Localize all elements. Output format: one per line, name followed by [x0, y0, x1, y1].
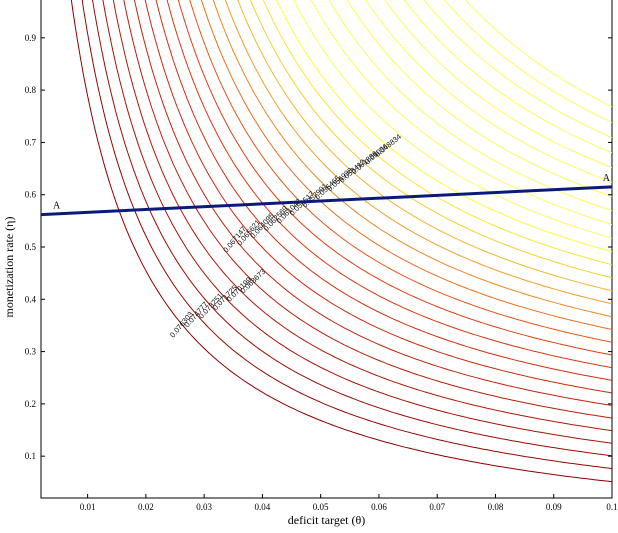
- contour-line-minor: [310, 0, 613, 225]
- contour-line: [92, 0, 613, 457]
- contour-line-minor: [328, 0, 613, 211]
- y-tick-label: 0.7: [25, 137, 37, 147]
- contour-line-minor: [464, 0, 613, 108]
- x-tick-label: 0.1: [606, 502, 617, 512]
- contour-line: [200, 0, 613, 330]
- contour-line: [275, 0, 613, 253]
- contour-line: [224, 0, 613, 305]
- contour-line: [155, 0, 613, 381]
- contour-line: [249, 0, 613, 279]
- contour-line: [262, 0, 613, 266]
- y-tick-label: 0.4: [25, 294, 37, 304]
- x-axis: 0.01 0.02 0.03 0.04 0.05 0.06 0.07 0.08 0.09 0.1: [80, 494, 618, 512]
- contour-line-minor: [384, 0, 613, 168]
- y-tick-label: 0.8: [25, 85, 37, 95]
- contour-line: [70, 0, 613, 483]
- y-tick-label: 0.9: [25, 33, 37, 43]
- y-axis: 0.1 0.2 0.3 0.4 0.5 0.6 0.7 0.8 0.9: [25, 33, 612, 461]
- contour-line: [177, 0, 613, 356]
- contour-line-minor: [423, 0, 613, 139]
- line-AA: AA: [40, 173, 613, 217]
- contour-line-minor: [346, 0, 613, 197]
- y-tick-label: 0.2: [25, 399, 36, 409]
- contour-line: [212, 0, 613, 318]
- contour-lines: [70, 0, 613, 483]
- y-tick-label: 0.5: [25, 242, 37, 252]
- contour-line-minor: [365, 0, 613, 183]
- x-axis-title: deficit target (θ): [288, 513, 366, 527]
- contour-line: [123, 0, 613, 419]
- y-tick-label: 0.6: [25, 190, 37, 200]
- x-tick-label: 0.04: [255, 502, 271, 512]
- contour-line: [237, 0, 613, 292]
- x-tick-label: 0.01: [80, 502, 96, 512]
- x-tick-label: 0.02: [138, 502, 154, 512]
- contour-line-minor: [293, 0, 613, 239]
- aa-line: [40, 185, 613, 217]
- x-tick-label: 0.05: [313, 502, 329, 512]
- contour-line: [81, 0, 613, 470]
- x-tick-label: 0.06: [371, 502, 387, 512]
- contour-line: [102, 0, 613, 444]
- contour-line: [112, 0, 613, 432]
- y-axis-title: monetization rate (η): [2, 217, 16, 318]
- contour-line-minor: [443, 0, 613, 123]
- contour-line: [144, 0, 613, 394]
- contour-line: [166, 0, 613, 369]
- y-tick-label: 0.1: [25, 451, 36, 461]
- contour-line: [189, 0, 613, 343]
- x-tick-label: 0.07: [429, 502, 445, 512]
- y-tick-label: 0.3: [25, 347, 37, 357]
- contour-line: [133, 0, 613, 406]
- aa-label-right: A: [603, 173, 611, 184]
- x-tick-label: 0.09: [546, 502, 562, 512]
- x-tick-label: 0.08: [488, 502, 504, 512]
- x-tick-label: 0.03: [196, 502, 212, 512]
- aa-label-left: A: [53, 201, 61, 212]
- contour-line-minor: [403, 0, 613, 154]
